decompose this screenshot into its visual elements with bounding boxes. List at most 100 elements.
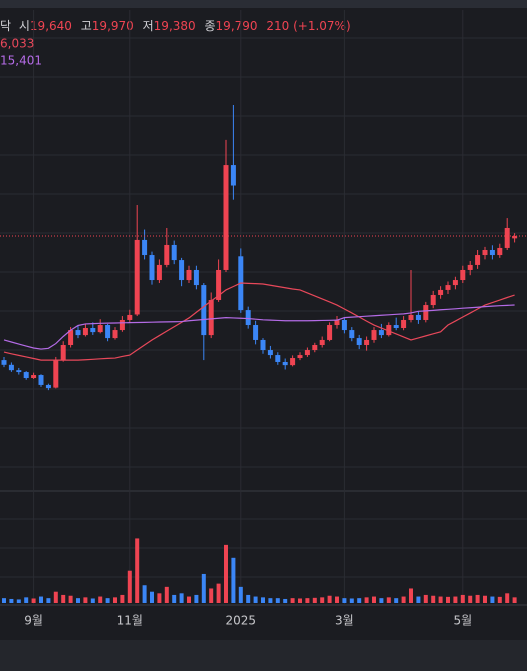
candle-body bbox=[497, 247, 503, 256]
candle-body bbox=[1, 360, 7, 365]
volume-bar bbox=[224, 544, 228, 603]
volume-bar bbox=[172, 594, 177, 603]
high-label: 고 bbox=[81, 19, 92, 33]
volume-bar bbox=[61, 594, 66, 603]
close-label: 종 bbox=[205, 19, 216, 33]
candle-body bbox=[149, 255, 155, 281]
volume-bar bbox=[394, 598, 399, 603]
volume-bar bbox=[98, 596, 103, 603]
candle-body bbox=[445, 285, 451, 290]
ma-label: 15,401 bbox=[0, 54, 42, 68]
volume-bar bbox=[490, 596, 495, 603]
candle-body bbox=[38, 375, 44, 385]
candle-body bbox=[75, 330, 81, 336]
volume-bar bbox=[157, 593, 162, 603]
volume-bar bbox=[164, 586, 169, 603]
volume-bar bbox=[2, 598, 6, 603]
volume-bar bbox=[201, 573, 206, 603]
volume-bar bbox=[431, 595, 436, 603]
candle-body bbox=[378, 330, 384, 336]
volume-bar bbox=[497, 596, 502, 603]
volume-bar bbox=[135, 538, 140, 603]
candle-body bbox=[482, 250, 488, 256]
volume-bar bbox=[305, 598, 310, 603]
volume-bar bbox=[312, 597, 317, 603]
volume-bar bbox=[53, 591, 58, 603]
volume-bar bbox=[327, 595, 332, 603]
volume-bar bbox=[9, 598, 14, 603]
x-tick-label: 2025 bbox=[226, 614, 257, 628]
x-tick-label: 11월 bbox=[117, 614, 143, 628]
candle-body bbox=[423, 305, 429, 320]
candle-body bbox=[452, 280, 458, 286]
ohlc-header: 닥 시19,640 고19,970 저19,380 종19,790 210 (+… bbox=[0, 19, 351, 33]
candle-body bbox=[97, 325, 103, 333]
volume-bar bbox=[446, 596, 450, 603]
volume-bar bbox=[268, 598, 273, 603]
volume-bar bbox=[298, 598, 302, 603]
volume-bar bbox=[120, 594, 125, 603]
candle-body bbox=[193, 269, 199, 286]
candle-body bbox=[60, 344, 66, 361]
candle-body bbox=[171, 244, 177, 261]
volume-bar bbox=[423, 594, 428, 603]
candle-body bbox=[267, 350, 273, 356]
volume-bar bbox=[283, 598, 288, 603]
volume-bar bbox=[438, 596, 443, 603]
candle-body bbox=[297, 355, 303, 359]
volume-bar bbox=[290, 598, 295, 603]
candle-body bbox=[164, 244, 170, 265]
volume-bar bbox=[475, 594, 480, 603]
volume-bar bbox=[83, 597, 88, 603]
volume-bar bbox=[460, 594, 465, 603]
candle-body bbox=[208, 300, 214, 336]
volume-bar bbox=[320, 597, 325, 603]
candle-body bbox=[16, 370, 22, 373]
candle-body bbox=[319, 339, 325, 345]
candle-body bbox=[216, 269, 222, 301]
candle-body bbox=[467, 264, 473, 270]
volume-bar bbox=[68, 595, 73, 603]
candle-body bbox=[512, 236, 518, 239]
volume-bar bbox=[194, 594, 199, 603]
candle-body bbox=[386, 325, 392, 336]
candle-body bbox=[364, 339, 370, 345]
volume-bar bbox=[46, 598, 51, 603]
volume-bar bbox=[246, 594, 251, 603]
volume-bar bbox=[483, 595, 487, 603]
volume-bar bbox=[209, 588, 214, 603]
change: 210 (+1.07%) bbox=[266, 19, 350, 33]
volume-bar bbox=[505, 593, 510, 603]
candle-body bbox=[112, 330, 118, 339]
volume-bar bbox=[335, 596, 339, 603]
volume-bar bbox=[364, 597, 369, 603]
volume-bar bbox=[349, 598, 354, 603]
volume-bar bbox=[409, 588, 413, 603]
x-tick-label: 5월 bbox=[453, 614, 472, 628]
volume-bar bbox=[216, 583, 221, 603]
candle-body bbox=[142, 239, 148, 256]
candle-body bbox=[460, 269, 466, 281]
candle-body bbox=[290, 358, 296, 366]
top-bar bbox=[0, 0, 527, 8]
candle-body bbox=[371, 330, 377, 340]
candle-body bbox=[475, 255, 481, 265]
candle-body bbox=[31, 375, 37, 379]
candle-body bbox=[393, 325, 399, 329]
candle-body bbox=[223, 165, 229, 270]
candle-body bbox=[8, 364, 14, 371]
bottom-bar bbox=[0, 640, 527, 671]
volume-bar bbox=[39, 596, 43, 603]
volume-bar bbox=[342, 598, 347, 603]
candle-body bbox=[275, 355, 281, 362]
candle-body bbox=[401, 319, 407, 329]
candle-body bbox=[253, 325, 259, 340]
candle-body bbox=[356, 338, 362, 345]
volume-bar bbox=[127, 570, 132, 603]
open-value: 19,640 bbox=[30, 19, 72, 33]
candle-body bbox=[327, 325, 333, 340]
candle-body bbox=[23, 372, 29, 379]
candle-body bbox=[349, 330, 355, 339]
volume-bar bbox=[238, 586, 243, 603]
volume-bar bbox=[357, 598, 362, 603]
